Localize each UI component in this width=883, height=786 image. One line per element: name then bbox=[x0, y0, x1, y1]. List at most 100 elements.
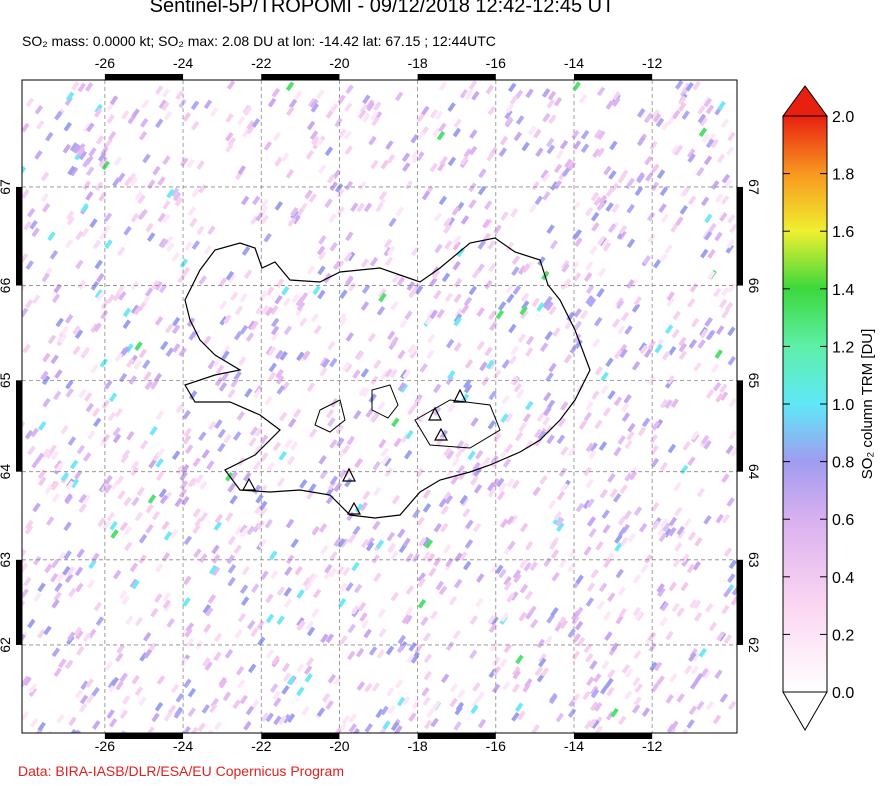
speckle bbox=[95, 616, 105, 626]
speckle bbox=[512, 669, 521, 680]
speckle bbox=[268, 362, 277, 373]
speckle bbox=[668, 526, 677, 537]
speckle bbox=[719, 693, 729, 703]
speckle bbox=[540, 667, 550, 677]
speckle bbox=[399, 319, 408, 329]
speckle bbox=[647, 375, 656, 385]
speckle bbox=[116, 172, 126, 183]
speckle bbox=[644, 112, 654, 123]
y-tick-label: 66 bbox=[746, 278, 762, 294]
speckle bbox=[484, 346, 493, 357]
speckle bbox=[251, 699, 260, 710]
speckle bbox=[690, 430, 700, 441]
speckle bbox=[177, 273, 186, 284]
speckle bbox=[239, 527, 249, 538]
speckle bbox=[281, 285, 290, 296]
speckle bbox=[650, 181, 660, 192]
speckle bbox=[95, 135, 105, 145]
speckle bbox=[539, 475, 548, 485]
speckle bbox=[710, 180, 720, 190]
speckle bbox=[626, 431, 635, 441]
speckle bbox=[378, 292, 387, 303]
speckle bbox=[610, 707, 619, 718]
speckle bbox=[260, 304, 270, 315]
speckle bbox=[318, 455, 327, 465]
speckle bbox=[492, 665, 502, 676]
speckle bbox=[175, 465, 185, 475]
speckle bbox=[691, 651, 701, 662]
speckle bbox=[142, 359, 151, 370]
speckle bbox=[705, 700, 715, 711]
speckle bbox=[272, 690, 281, 701]
frame-band bbox=[104, 74, 184, 80]
speckle bbox=[549, 239, 559, 250]
speckle bbox=[154, 85, 164, 95]
speckle bbox=[276, 385, 285, 395]
speckle bbox=[391, 417, 400, 428]
speckle bbox=[600, 238, 610, 248]
speckle bbox=[683, 517, 692, 528]
speckle bbox=[316, 245, 326, 256]
speckle bbox=[41, 272, 50, 283]
speckle bbox=[444, 292, 454, 303]
speckle bbox=[278, 411, 288, 422]
speckle bbox=[723, 178, 733, 189]
x-tick-label: -20 bbox=[329, 55, 349, 71]
speckle bbox=[692, 599, 702, 610]
speckle bbox=[259, 290, 269, 301]
speckle bbox=[233, 330, 243, 341]
speckle bbox=[82, 632, 92, 643]
speckle bbox=[631, 361, 641, 371]
speckle bbox=[181, 266, 191, 277]
speckle bbox=[367, 332, 376, 343]
speckle bbox=[723, 547, 733, 557]
speckle bbox=[279, 350, 288, 361]
speckle bbox=[388, 217, 397, 228]
speckle bbox=[370, 159, 379, 170]
speckle bbox=[93, 601, 103, 612]
speckle bbox=[283, 598, 293, 608]
speckle bbox=[211, 566, 221, 577]
x-tick-label: -24 bbox=[173, 738, 193, 754]
axes: -26-26-24-24-22-22-20-20-18-18-16-16-14-… bbox=[0, 55, 762, 754]
speckle bbox=[203, 623, 212, 634]
speckle bbox=[385, 645, 395, 656]
speckle bbox=[365, 408, 374, 418]
speckle bbox=[287, 418, 297, 428]
speckle bbox=[568, 548, 577, 558]
speckle bbox=[237, 356, 247, 366]
speckle bbox=[93, 108, 103, 118]
speckle bbox=[276, 477, 286, 488]
speckle bbox=[472, 522, 482, 533]
speckle bbox=[227, 576, 236, 587]
speckle bbox=[687, 456, 696, 467]
speckle bbox=[123, 225, 132, 236]
speckle bbox=[498, 482, 507, 492]
speckle bbox=[311, 608, 320, 618]
x-tick-label: -18 bbox=[407, 738, 427, 754]
speckle bbox=[25, 519, 34, 530]
speckle bbox=[544, 330, 553, 341]
speckle bbox=[664, 244, 673, 254]
speckle bbox=[295, 306, 304, 317]
speckle bbox=[548, 114, 557, 125]
speckle bbox=[531, 724, 540, 733]
speckle bbox=[178, 347, 187, 357]
speckle bbox=[406, 281, 416, 291]
speckle bbox=[72, 144, 82, 154]
speckle bbox=[182, 409, 191, 420]
speckle bbox=[617, 324, 626, 335]
speckle bbox=[644, 155, 653, 166]
speckle bbox=[678, 102, 687, 112]
speckle bbox=[687, 298, 696, 308]
speckle bbox=[555, 149, 564, 160]
speckle bbox=[244, 387, 253, 398]
speckle bbox=[252, 460, 262, 471]
speckle bbox=[227, 564, 237, 574]
speckle bbox=[464, 359, 474, 369]
speckle bbox=[124, 541, 133, 552]
speckle bbox=[614, 542, 623, 552]
speckle bbox=[149, 426, 158, 436]
speckle bbox=[636, 172, 645, 182]
speckle bbox=[69, 142, 79, 152]
